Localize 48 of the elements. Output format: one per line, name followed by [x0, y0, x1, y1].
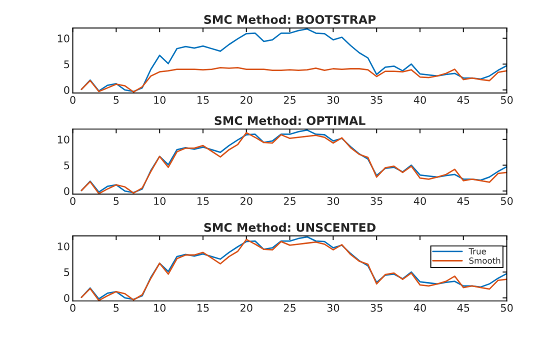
x-tick-label: 0	[70, 96, 76, 104]
x-tick-label: 0	[70, 197, 76, 205]
x-tick-label: 35	[370, 304, 382, 312]
x-tick-label: 40	[414, 197, 426, 205]
x-tick-label: 50	[500, 96, 513, 104]
x-tick-label: 15	[198, 304, 209, 312]
y-tick-label: 0	[64, 294, 70, 302]
x-tick-label: 10	[154, 304, 166, 312]
x-tick-label: 25	[284, 197, 296, 205]
x-tick-label: 30	[327, 304, 340, 312]
x-tick-label: 50	[500, 197, 513, 205]
x-tick-label: 25	[284, 96, 296, 104]
legend-label: Smooth	[469, 257, 500, 264]
y-tick-label: 0	[64, 86, 70, 94]
x-tick-label: 15	[198, 197, 209, 205]
x-tick-label: 45	[457, 96, 470, 104]
x-tick-label: 30	[327, 197, 340, 205]
x-tick-label: 5	[114, 96, 119, 104]
x-tick-label: 40	[414, 304, 426, 312]
y-tick-label: 5	[64, 60, 70, 68]
x-tick-label: 0	[70, 304, 76, 312]
x-tick-label: 25	[284, 304, 296, 312]
x-tick-label: 10	[154, 197, 166, 205]
x-tick-label: 40	[414, 96, 426, 104]
x-tick-label: 5	[114, 197, 119, 205]
x-tick-label: 20	[240, 304, 252, 312]
y-tick-label: 0	[64, 187, 70, 196]
y-tick-label: 5	[64, 268, 70, 276]
x-tick-label: 15	[198, 96, 209, 104]
chart-title: SMC Method: UNSCENTED	[204, 222, 376, 232]
y-tick-label: 5	[64, 162, 70, 170]
x-tick-label: 45	[457, 197, 470, 205]
x-tick-label: 20	[240, 197, 252, 205]
x-tick-label: 20	[240, 96, 252, 104]
line-series	[80, 67, 507, 93]
chart-title: SMC Method: OPTIMAL	[214, 116, 366, 126]
y-tick-label: 10	[58, 242, 70, 250]
x-tick-label: 5	[114, 304, 119, 312]
y-tick-label: 10	[58, 34, 70, 42]
legend-label: True	[468, 248, 486, 254]
x-tick-label: 50	[500, 304, 513, 312]
x-tick-label: 35	[370, 197, 382, 205]
x-tick-label: 10	[154, 96, 166, 104]
chart-title: SMC Method: BOOTSTRAP	[204, 14, 376, 24]
x-tick-label: 30	[327, 96, 340, 104]
y-tick-label: 10	[58, 136, 70, 144]
x-tick-label: 35	[370, 96, 382, 104]
x-tick-label: 45	[457, 304, 470, 312]
